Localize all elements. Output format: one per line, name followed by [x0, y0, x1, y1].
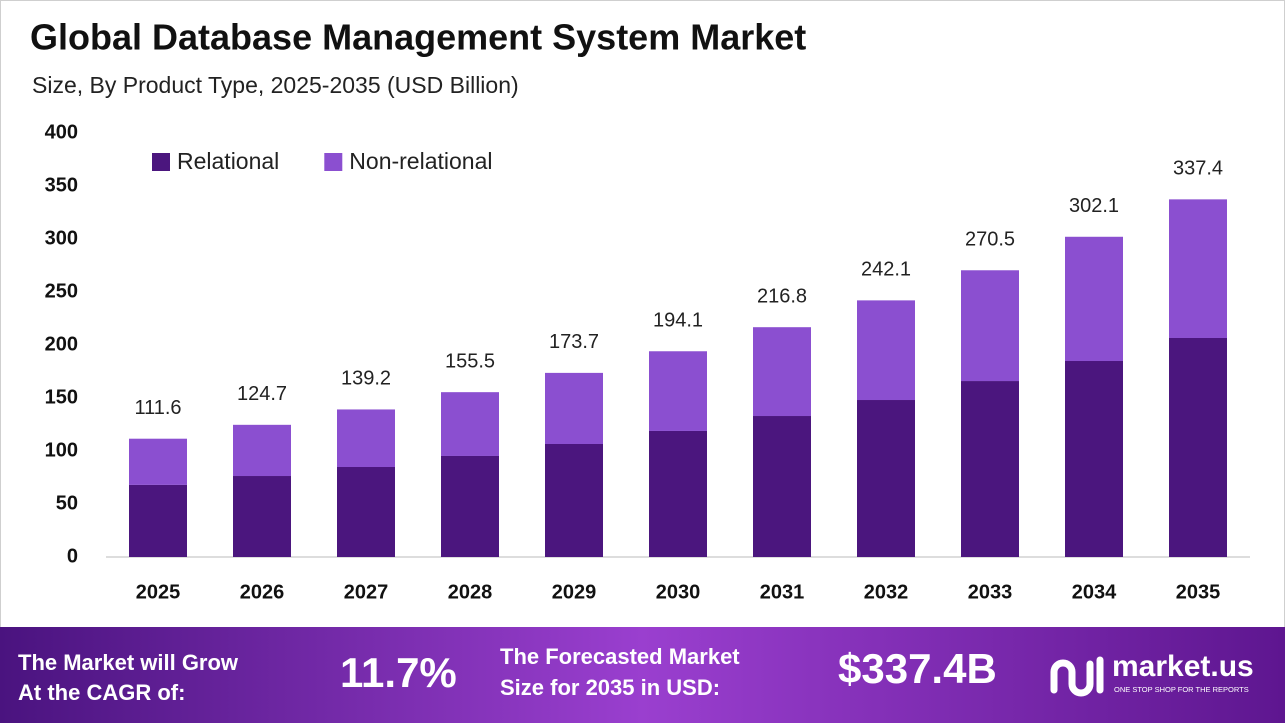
x-tick-label: 2025 — [136, 581, 181, 603]
x-tick-label: 2034 — [1072, 581, 1117, 603]
x-tick-label: 2035 — [1176, 581, 1221, 603]
x-tick-label: 2033 — [968, 581, 1013, 603]
cagr-label: At the CAGR of: — [18, 680, 185, 705]
total-label: 124.7 — [237, 383, 287, 405]
y-tick-label: 350 — [45, 174, 78, 196]
x-tick-label: 2026 — [240, 581, 285, 603]
y-tick-label: 200 — [45, 333, 78, 355]
total-label: 242.1 — [861, 259, 911, 281]
bar-segment — [233, 424, 291, 477]
bar-segment — [649, 430, 707, 557]
total-label: 270.5 — [965, 229, 1015, 251]
bar-segment — [1169, 338, 1227, 557]
bar-segment — [649, 351, 707, 431]
total-label: 111.6 — [134, 397, 181, 419]
total-label: 216.8 — [757, 285, 807, 307]
legend-swatch — [324, 153, 343, 171]
bar-segment — [441, 455, 499, 557]
forecast-label: Size for 2035 in USD: — [500, 675, 720, 700]
total-label: 155.5 — [445, 350, 495, 372]
forecast-value: $337.4B — [838, 645, 997, 692]
forecast-label: The Forecasted Market — [500, 644, 740, 669]
legend-swatch — [152, 153, 170, 171]
cagr-value: 11.7% — [340, 649, 457, 696]
legend-label: Non-relational — [349, 148, 492, 174]
bar-segment — [545, 444, 603, 557]
bar-segment — [961, 270, 1019, 382]
bar-segment — [233, 476, 291, 557]
bar-segment — [441, 392, 499, 456]
bar-segment — [337, 467, 395, 557]
x-tick-label: 2028 — [448, 581, 493, 603]
bar-segment — [1065, 236, 1123, 362]
total-label: 139.2 — [341, 368, 391, 390]
y-tick-label: 0 — [67, 545, 78, 567]
x-tick-label: 2030 — [656, 581, 701, 603]
x-tick-label: 2029 — [552, 581, 597, 603]
x-tick-label: 2032 — [864, 581, 909, 603]
chart-subtitle: Size, By Product Type, 2025-2035 (USD Bi… — [32, 72, 519, 98]
x-tick-label: 2031 — [760, 581, 805, 603]
bar-segment — [961, 381, 1019, 557]
total-label: 173.7 — [549, 331, 599, 353]
bar-segment — [857, 400, 915, 557]
bar-segment — [129, 438, 187, 485]
x-tick-label: 2027 — [344, 581, 389, 603]
y-tick-label: 150 — [45, 386, 78, 408]
bar-segment — [1169, 199, 1227, 339]
bar-segment — [857, 300, 915, 401]
bar-segment — [337, 409, 395, 468]
y-tick-label: 300 — [45, 227, 78, 249]
y-tick-label: 50 — [56, 492, 78, 514]
bar-segment — [753, 416, 811, 557]
total-label: 302.1 — [1069, 195, 1119, 217]
y-tick-label: 400 — [45, 121, 78, 143]
y-tick-label: 250 — [45, 280, 78, 302]
chart-title: Global Database Management System Market — [30, 17, 806, 58]
cagr-label: The Market will Grow — [18, 650, 239, 675]
logo-icon — [1050, 656, 1104, 697]
brand: market.us — [1112, 650, 1254, 683]
total-label: 194.1 — [653, 310, 703, 332]
total-label: 337.4 — [1173, 158, 1223, 180]
bar-segment — [545, 372, 603, 445]
tagline: ONE STOP SHOP FOR THE REPORTS — [1114, 685, 1249, 694]
bar-segment — [753, 327, 811, 417]
bar-segment — [129, 484, 187, 557]
y-tick-label: 100 — [45, 439, 78, 461]
bar-segment — [1065, 361, 1123, 557]
legend-label: Relational — [177, 148, 279, 174]
